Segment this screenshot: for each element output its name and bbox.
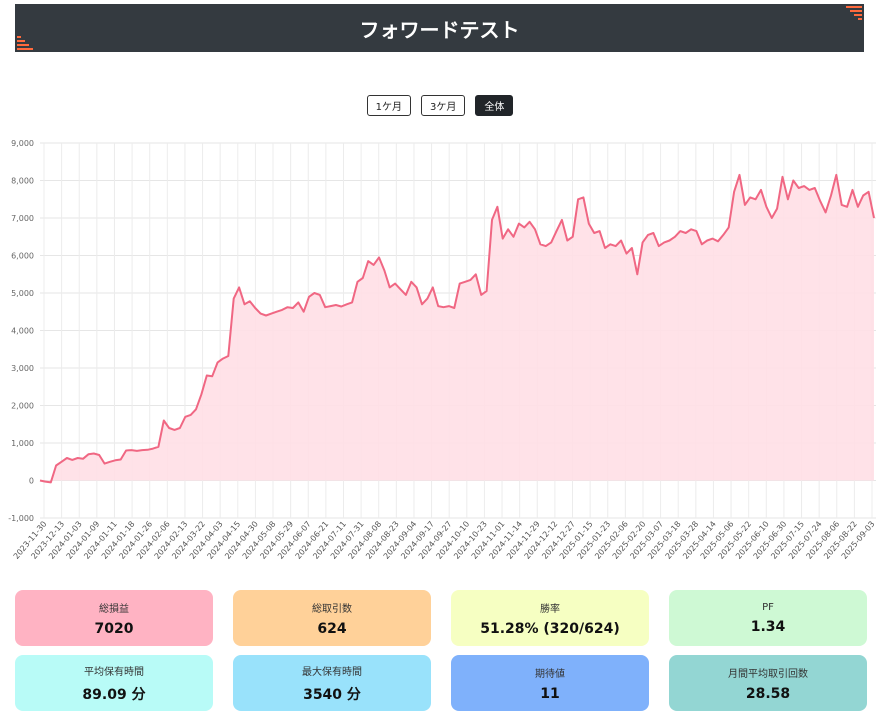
- y-tick-label: 4,000: [11, 327, 34, 336]
- stat-value: 7020: [94, 620, 134, 637]
- stat-label: 平均保有時間: [84, 666, 144, 678]
- stat-card-expectancy: 期待値 11: [451, 655, 649, 711]
- stat-label: 総損益: [99, 603, 129, 615]
- stats-grid: 総損益 7020 総取引数 624 勝率 51.28% (320/624) PF…: [15, 590, 867, 711]
- stat-label: 総取引数: [312, 603, 352, 615]
- y-tick-label: 3,000: [11, 364, 34, 373]
- stat-card-total-trades: 総取引数 624: [233, 590, 431, 646]
- page-title: フォワードテスト: [359, 17, 520, 42]
- stat-value: 1.34: [750, 618, 786, 635]
- stat-value: 89.09 分: [82, 686, 146, 703]
- stat-label: 月間平均取引回数: [728, 668, 808, 680]
- range-tabs: 1ケ月 3ケ月 全体: [0, 95, 880, 116]
- stat-card-max-hold-time: 最大保有時間 3540 分: [233, 655, 431, 711]
- stat-value: 51.28% (320/624): [480, 620, 620, 637]
- tab-all[interactable]: 全体: [475, 95, 514, 116]
- y-tick-label: 0: [29, 477, 34, 486]
- stat-card-avg-hold-time: 平均保有時間 89.09 分: [15, 655, 213, 711]
- stripes-decoration-icon: [17, 36, 33, 50]
- y-tick-label: 7,000: [11, 214, 34, 223]
- stat-value: 11: [540, 685, 560, 702]
- stat-label: 期待値: [535, 668, 565, 680]
- pnl-chart: -1,000 0 1,000 2,000 3,000 4,000 5,000 6,000 7,0…: [8, 139, 876, 561]
- tab-1-month[interactable]: 1ケ月: [366, 95, 411, 116]
- tab-3-month[interactable]: 3ケ月: [421, 95, 466, 116]
- y-tick-label: 6,000: [11, 252, 34, 261]
- stat-label: 勝率: [540, 603, 560, 615]
- stat-card-profit-factor: PF 1.34: [669, 590, 867, 646]
- stat-label: PF: [762, 601, 774, 613]
- series-area: [40, 174, 874, 483]
- stat-value: 624: [317, 620, 347, 637]
- stripes-decoration-icon: [846, 6, 862, 20]
- stat-card-monthly-avg-trades: 月間平均取引回数 28.58: [669, 655, 867, 711]
- y-tick-label: 2,000: [11, 402, 34, 411]
- page-header: フォワードテスト: [15, 4, 864, 52]
- stat-card-win-rate: 勝率 51.28% (320/624): [451, 590, 649, 646]
- stat-value: 3540 分: [303, 686, 361, 703]
- y-tick-label: -1,000: [8, 514, 34, 523]
- stat-value: 28.58: [745, 685, 791, 702]
- stat-label: 最大保有時間: [302, 666, 362, 678]
- stat-card-total-pnl: 総損益 7020: [15, 590, 213, 646]
- y-tick-label: 9,000: [11, 139, 34, 148]
- y-tick-label: 1,000: [11, 439, 34, 448]
- y-tick-label: 5,000: [11, 289, 34, 298]
- y-tick-label: 8,000: [11, 177, 34, 186]
- series-line: [39, 173, 875, 484]
